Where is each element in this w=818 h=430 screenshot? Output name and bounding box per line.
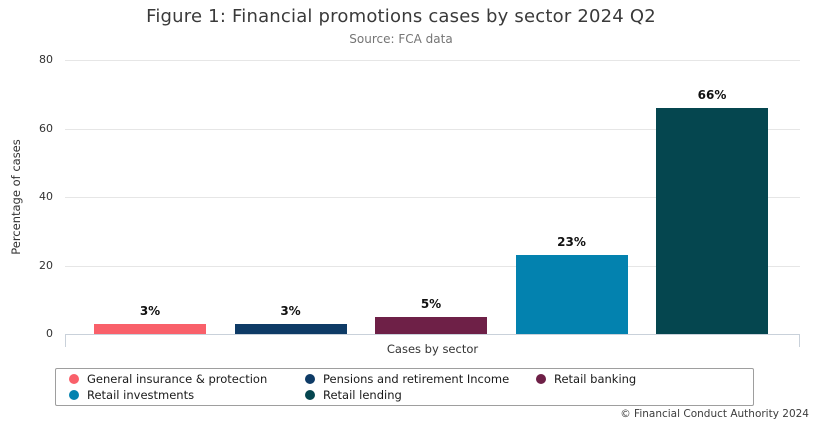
legend-item-pensions-and-retirement-income[interactable]: Pensions and retirement Income xyxy=(305,372,536,386)
bar-pensions-and-retirement-income[interactable] xyxy=(234,323,347,334)
legend-item-retail-investments[interactable]: Retail investments xyxy=(69,388,305,402)
legend-dot-icon xyxy=(305,374,315,384)
legend-item-label: General insurance & protection xyxy=(87,372,268,386)
bar-value-label: 3% xyxy=(139,303,161,318)
bar-retail-investments[interactable] xyxy=(515,255,628,334)
legend-item-general-insurance-protection[interactable]: General insurance & protection xyxy=(69,372,305,386)
chart-title: Figure 1: Financial promotions cases by … xyxy=(146,6,656,27)
legend-item-retail-lending[interactable]: Retail lending xyxy=(305,388,536,402)
legend-item-label: Retail lending xyxy=(323,388,402,402)
legend-item-label: Retail investments xyxy=(87,388,195,402)
x-axis-end-tick xyxy=(799,334,800,347)
bar-general-insurance-protection[interactable] xyxy=(94,323,206,334)
y-tick-label: 20 xyxy=(39,258,53,272)
y-tick-label: 40 xyxy=(39,190,53,203)
bar-value-label: 5% xyxy=(420,296,442,311)
chart-subtitle: Source: FCA data xyxy=(349,32,453,46)
legend-dot-icon xyxy=(69,374,79,384)
x-axis-line xyxy=(65,334,800,335)
bar-value-label: 23% xyxy=(557,235,586,250)
legend-dot-icon xyxy=(69,390,79,400)
legend-dot-icon xyxy=(536,374,546,384)
legend-item-retail-banking[interactable]: Retail banking xyxy=(536,372,753,386)
bar-value-label: 3% xyxy=(280,303,301,318)
bar-retail-banking[interactable] xyxy=(375,316,487,334)
y-tick-label: 60 xyxy=(39,121,53,135)
x-axis-title: Cases by sector xyxy=(386,342,479,356)
y-tick-label: 80 xyxy=(39,53,53,66)
gridline xyxy=(65,128,800,130)
copyright-text: © Financial Conduct Authority 2024 xyxy=(620,408,809,420)
gridline xyxy=(65,60,800,61)
bar-retail-lending[interactable] xyxy=(656,107,768,334)
legend-item-label: Retail banking xyxy=(554,372,637,386)
y-tick-label: 0 xyxy=(46,327,53,340)
bar-value-label: 66% xyxy=(697,87,727,102)
chart-legend: General insurance & protection Pensions a… xyxy=(55,368,754,406)
gridline xyxy=(65,197,800,198)
legend-item-label: Pensions and retirement Income xyxy=(323,372,510,386)
legend-dot-icon xyxy=(305,390,315,400)
x-axis-end-tick xyxy=(65,334,66,347)
gridline xyxy=(65,265,800,267)
